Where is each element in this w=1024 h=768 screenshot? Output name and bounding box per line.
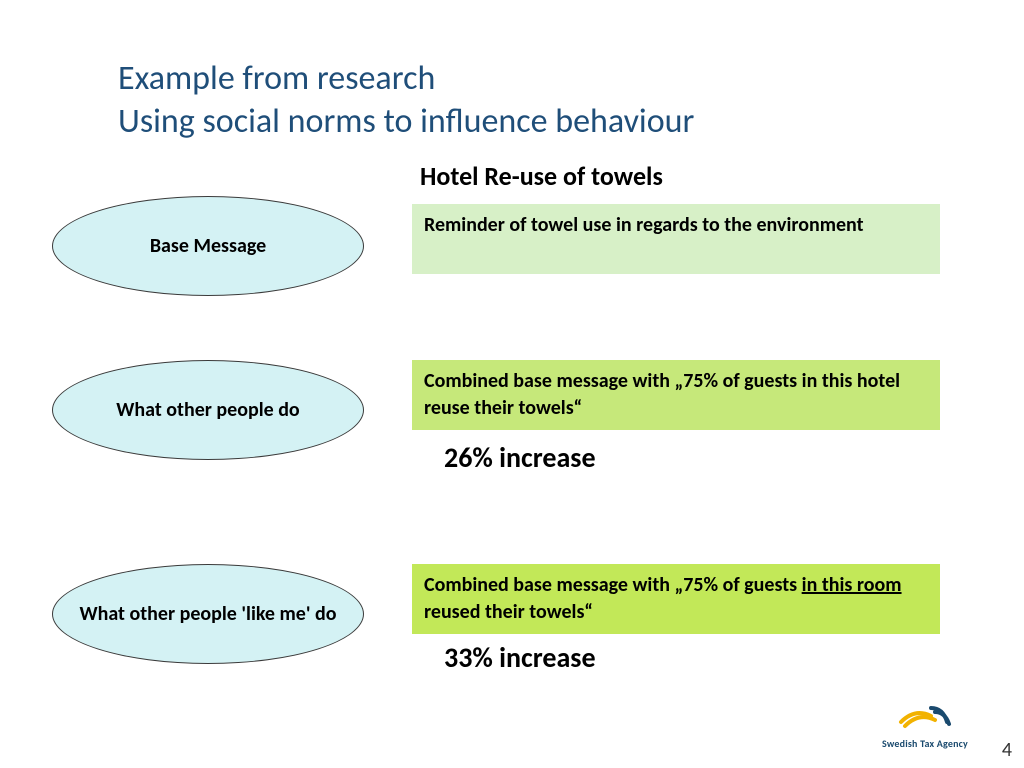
message-box-1: Reminder of towel use in regards to the …: [412, 204, 940, 274]
message-text-prefix: Combined base message with „75% of guest…: [424, 573, 802, 597]
message-text-suffix: reused their towels“: [424, 600, 593, 624]
logo-text: Swedish Tax Agency: [882, 737, 968, 750]
ellipse-label: What other people do: [116, 398, 299, 422]
ellipse-label: What other people 'like me' do: [79, 602, 336, 626]
page-number: 4: [1002, 738, 1012, 762]
result-1: 26% increase: [444, 440, 596, 475]
message-text-underlined: in this room: [802, 573, 902, 597]
message-box-3: Combined base message with „75% of guest…: [412, 564, 940, 634]
ellipse-label: Base Message: [150, 234, 266, 258]
slide: Example from research Using social norms…: [0, 0, 1024, 768]
result-2: 33% increase: [444, 640, 596, 675]
message-text: Reminder of towel use in regards to the …: [424, 213, 864, 237]
ellipse-base-message: Base Message: [52, 196, 364, 296]
ellipse-like-me: What other people 'like me' do: [52, 564, 364, 664]
logo-icon: [897, 702, 953, 730]
message-box-2: Combined base message with „75% of guest…: [412, 360, 940, 430]
message-text: Combined base message with „75% of guest…: [424, 369, 900, 420]
logo: Swedish Tax Agency: [882, 702, 968, 750]
title-line-1: Example from research: [118, 58, 694, 101]
title-line-2: Using social norms to influence behaviou…: [118, 101, 694, 144]
slide-subtitle: Hotel Re-use of towels: [420, 160, 663, 192]
slide-title: Example from research Using social norms…: [118, 58, 694, 143]
ellipse-other-people: What other people do: [52, 360, 364, 460]
